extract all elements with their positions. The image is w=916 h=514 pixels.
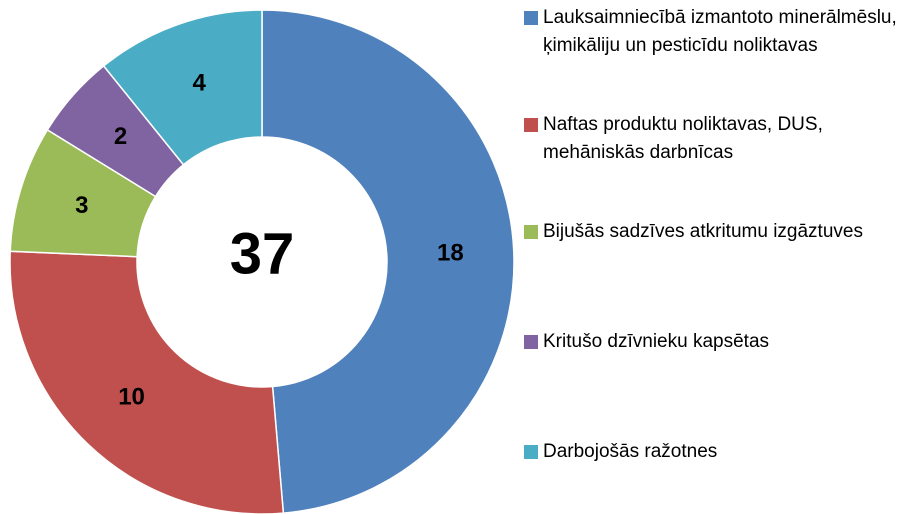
center-label: 37	[230, 221, 295, 286]
legend-label: Bijušās sadzīves atkritumu izgāztuves	[543, 221, 863, 242]
legend-item: Naftas produktu noliktavas, DUS, mehānis…	[524, 111, 914, 167]
legend-item: Darbojošās ražotnes	[524, 438, 914, 466]
legend-swatch	[524, 335, 538, 349]
slice	[261, 9, 515, 514]
legend-item: Bijušās sadzīves atkritumu izgāztuves	[524, 218, 914, 246]
donut: 37 18 10 3 2 4	[9, 9, 515, 514]
data-label: 10	[118, 383, 145, 410]
legend-item: Lauksaimniecībā izmantoto minerālmēslu, …	[524, 4, 914, 60]
legend-label: Darbojošās ražotnes	[543, 441, 718, 462]
slice	[102, 9, 263, 166]
legend-label: Naftas produktu noliktavas, DUS, mehānis…	[543, 114, 823, 163]
data-label: 4	[193, 70, 207, 97]
legend-swatch	[524, 225, 538, 239]
legend-swatch	[524, 118, 538, 132]
slice	[9, 250, 285, 514]
data-label: 3	[75, 192, 88, 219]
legend-swatch	[524, 11, 538, 25]
legend-label: Kritušo dzīvnieku kapsētas	[543, 331, 770, 352]
legend-swatch	[524, 445, 538, 459]
legend-item: Kritušo dzīvnieku kapsētas	[524, 328, 914, 356]
data-label: 18	[437, 239, 464, 266]
legend-label: Lauksaimniecībā izmantoto minerālmēslu, …	[543, 7, 897, 56]
data-label: 2	[114, 123, 127, 150]
